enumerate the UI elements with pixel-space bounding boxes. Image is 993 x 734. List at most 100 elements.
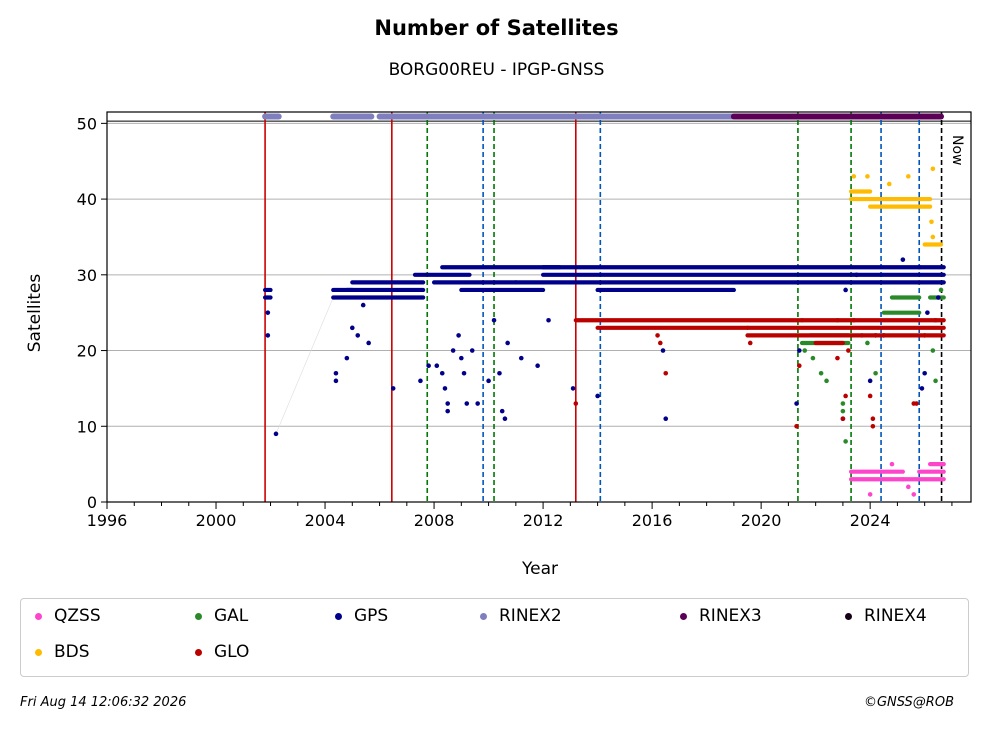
y-tick-label-40: 40 bbox=[77, 190, 97, 209]
gps-point-28 bbox=[499, 408, 505, 414]
legend-item-rinex3: RINEX3 bbox=[680, 606, 762, 626]
y-tick-label-30: 30 bbox=[77, 266, 97, 285]
gps-point-37 bbox=[660, 348, 666, 353]
glo-point-5 bbox=[794, 423, 799, 429]
grid-layer bbox=[107, 120, 971, 503]
gps-point-6 bbox=[349, 325, 355, 331]
gps-point-47 bbox=[916, 264, 922, 270]
x-tick-label-2024: 2024 bbox=[850, 511, 891, 530]
now-label: Now bbox=[949, 135, 965, 166]
gps-point-0 bbox=[265, 333, 271, 338]
legend-marker bbox=[845, 612, 852, 620]
bds-point-6 bbox=[930, 234, 936, 240]
x-tick-label-2016: 2016 bbox=[632, 511, 673, 530]
gal-point-7 bbox=[843, 439, 848, 444]
bds-point-3 bbox=[906, 174, 911, 179]
footer-credit: ©GNSS@ROB bbox=[863, 695, 954, 710]
x-tick-label-2004: 2004 bbox=[305, 511, 346, 530]
x-tick-label-2000: 2000 bbox=[196, 511, 237, 530]
gps-point-33 bbox=[546, 317, 551, 323]
gps-point-41 bbox=[843, 287, 848, 293]
legend-item-gal: GAL bbox=[195, 606, 248, 626]
gps-point-46 bbox=[900, 257, 906, 262]
gps-point-1 bbox=[265, 310, 271, 315]
gps-point-18 bbox=[450, 348, 456, 353]
gps-point-24 bbox=[475, 401, 480, 406]
qzss-point-3 bbox=[889, 461, 895, 467]
x-tick-label-1996: 1996 bbox=[87, 511, 128, 530]
bds-point-4 bbox=[930, 166, 936, 172]
gps-point-34 bbox=[570, 386, 576, 391]
legend-item-qzss: QZSS bbox=[35, 606, 101, 626]
gal-point-1 bbox=[810, 355, 816, 361]
gal-point-13 bbox=[938, 287, 944, 293]
gps-point-22 bbox=[464, 401, 470, 406]
events-layer bbox=[264, 112, 943, 502]
x-tick-label-2012: 2012 bbox=[523, 511, 564, 530]
gps-point-29 bbox=[502, 416, 508, 421]
glo-point-3 bbox=[663, 370, 669, 376]
series-bds bbox=[848, 166, 944, 285]
gps-point-50 bbox=[925, 310, 930, 315]
bds-point-2 bbox=[886, 181, 892, 187]
legend-label: QZSS bbox=[54, 606, 101, 626]
legend-marker bbox=[195, 612, 202, 620]
gal-point-3 bbox=[824, 378, 829, 384]
legend-marker bbox=[195, 648, 202, 656]
gps-point-42 bbox=[854, 272, 859, 278]
glo-point-16 bbox=[914, 401, 919, 406]
points-layer bbox=[262, 113, 946, 497]
legend-item-rinex2: RINEX2 bbox=[480, 606, 562, 626]
legend-marker bbox=[35, 612, 42, 620]
gps-point-4 bbox=[333, 370, 339, 376]
chart-title: Number of Satellites bbox=[374, 16, 619, 40]
y-tick-label-20: 20 bbox=[77, 342, 97, 361]
qzss-point-2 bbox=[911, 492, 917, 497]
gps-point-8 bbox=[360, 302, 366, 308]
legend-item-bds: BDS bbox=[35, 642, 90, 662]
glo-point-0 bbox=[573, 401, 579, 406]
x-axis-label: Year bbox=[521, 559, 558, 579]
gps-point-43 bbox=[867, 378, 873, 384]
legend-label: GPS bbox=[354, 606, 389, 626]
glo-point-2 bbox=[657, 340, 663, 346]
gps-point-51 bbox=[935, 295, 941, 300]
gps-point-3 bbox=[333, 378, 339, 384]
legend-marker bbox=[335, 612, 342, 620]
gps-point-38 bbox=[794, 401, 799, 406]
glo-point-4 bbox=[747, 340, 753, 346]
legend-item-gps: GPS bbox=[335, 606, 388, 626]
glo-point-12 bbox=[867, 393, 873, 399]
glo-point-8 bbox=[840, 416, 846, 421]
legend-label: GAL bbox=[214, 606, 249, 626]
gps-point-27 bbox=[497, 370, 502, 376]
glo-point-9 bbox=[843, 393, 848, 399]
footer-timestamp: Fri Aug 14 12:06:32 2026 bbox=[20, 695, 187, 710]
y-axis-label: Satellites bbox=[25, 274, 45, 353]
glo-point-1 bbox=[655, 333, 660, 338]
x-tick-label-2008: 2008 bbox=[414, 511, 455, 530]
gal-point-6 bbox=[840, 408, 846, 414]
series-glo bbox=[573, 317, 946, 429]
glo-point-6 bbox=[796, 363, 802, 368]
qzss-point-0 bbox=[867, 492, 873, 497]
x-tick-label-2020: 2020 bbox=[741, 511, 782, 530]
legend-item-glo: GLO bbox=[195, 642, 249, 662]
qzss-point-4 bbox=[938, 461, 944, 467]
chart-subtitle: BORG00REU - IPGP-GNSS bbox=[388, 60, 605, 80]
legend-label: BDS bbox=[54, 642, 90, 662]
gps-point-16 bbox=[445, 408, 450, 414]
legend-marker bbox=[480, 612, 487, 620]
gal-point-11 bbox=[930, 348, 936, 353]
gps-point-12 bbox=[426, 363, 431, 368]
plot-frame bbox=[106, 111, 972, 503]
legend-label: GLO bbox=[214, 642, 250, 662]
legend: QZSS GAL GPS RINEX2 RINEX3 RINEX4 BDS GLO bbox=[20, 598, 969, 677]
gps-point-17 bbox=[445, 401, 450, 406]
glo-point-18 bbox=[933, 317, 938, 323]
series-gps bbox=[262, 257, 946, 437]
legend-marker bbox=[680, 612, 687, 620]
legend-label: RINEX4 bbox=[864, 606, 927, 626]
gps-point-48 bbox=[919, 386, 925, 391]
legend-label: RINEX3 bbox=[699, 606, 762, 626]
